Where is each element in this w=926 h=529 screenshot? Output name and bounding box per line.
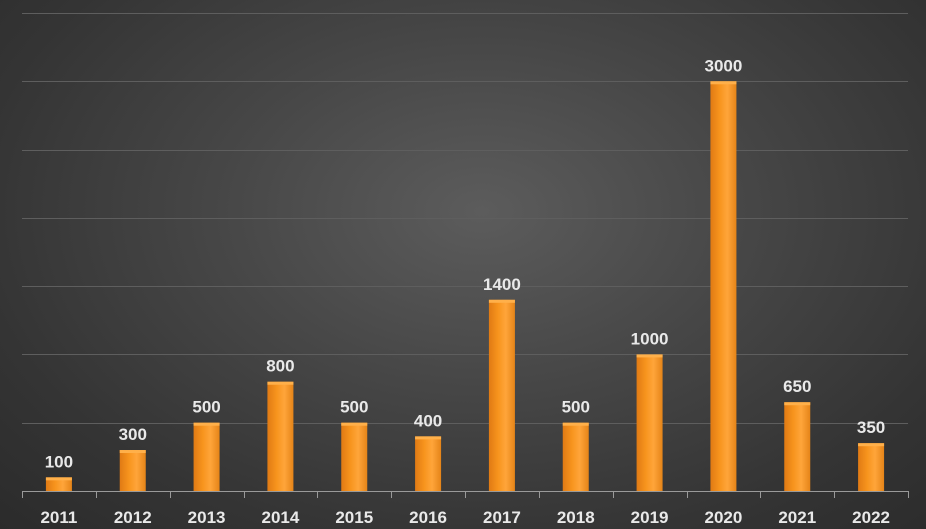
bar-2014 xyxy=(267,381,294,491)
x-tick-label-2011: 2011 xyxy=(40,508,77,527)
bar-cap-2014 xyxy=(267,381,294,385)
x-tick-label-2022: 2022 xyxy=(852,508,890,527)
x-tick-label-2020: 2020 xyxy=(705,508,743,527)
bar-cap-2017 xyxy=(488,299,515,303)
bar-2017 xyxy=(488,299,515,491)
data-label-2011: 100 xyxy=(45,452,73,471)
data-label-2015: 500 xyxy=(340,398,368,417)
bar-cap-2013 xyxy=(193,422,220,426)
bar-cap-2012 xyxy=(119,450,146,454)
x-tick-label-2018: 2018 xyxy=(557,508,595,527)
bar-2016 xyxy=(415,436,442,491)
data-label-2019: 1000 xyxy=(631,329,669,348)
x-tick-label-2021: 2021 xyxy=(778,508,816,527)
bar-2013 xyxy=(193,422,220,491)
bar-2020 xyxy=(710,81,737,492)
bar-2015 xyxy=(341,422,368,491)
x-tick-label-2019: 2019 xyxy=(631,508,669,527)
x-tick-label-2016: 2016 xyxy=(409,508,447,527)
bar-2021 xyxy=(784,402,811,491)
data-label-2013: 500 xyxy=(192,398,220,417)
bar-2011 xyxy=(45,477,72,491)
bar-cap-2018 xyxy=(562,422,589,426)
x-axis: 2011 2012 2013 2014 2015 2016 2017 2018 2019 2020… xyxy=(22,491,909,527)
bar-2022 xyxy=(858,443,885,491)
bar-cap-2022 xyxy=(858,443,885,447)
bar-cap-2016 xyxy=(415,436,442,440)
bar-cap-2015 xyxy=(341,422,368,426)
gridlines xyxy=(22,13,908,424)
x-tick-label-2015: 2015 xyxy=(335,508,373,527)
bar-cap-2019 xyxy=(636,354,663,358)
data-label-2021: 650 xyxy=(783,377,811,396)
x-tick-label-2014: 2014 xyxy=(262,508,300,527)
data-label-2017: 1400 xyxy=(483,275,521,294)
data-label-2012: 300 xyxy=(119,425,147,444)
bars xyxy=(45,81,885,492)
data-label-2014: 800 xyxy=(266,357,294,376)
bar-cap-2020 xyxy=(710,81,737,85)
data-label-2022: 350 xyxy=(857,418,885,437)
bar-cap-2011 xyxy=(45,477,72,481)
data-label-2020: 3000 xyxy=(705,56,743,75)
x-tick-label-2012: 2012 xyxy=(114,508,152,527)
data-label-2016: 400 xyxy=(414,411,442,430)
bar-cap-2021 xyxy=(784,402,811,406)
bar-2018 xyxy=(562,422,589,491)
bar-2019 xyxy=(636,354,663,491)
x-tick-label-2017: 2017 xyxy=(483,508,521,527)
x-tick-label-2013: 2013 xyxy=(188,508,226,527)
data-label-2018: 500 xyxy=(562,398,590,417)
data-labels: 100 300 500 800 500 400 1400 500 1000 3000 650 350 xyxy=(45,56,886,471)
bar-2012 xyxy=(119,450,146,491)
